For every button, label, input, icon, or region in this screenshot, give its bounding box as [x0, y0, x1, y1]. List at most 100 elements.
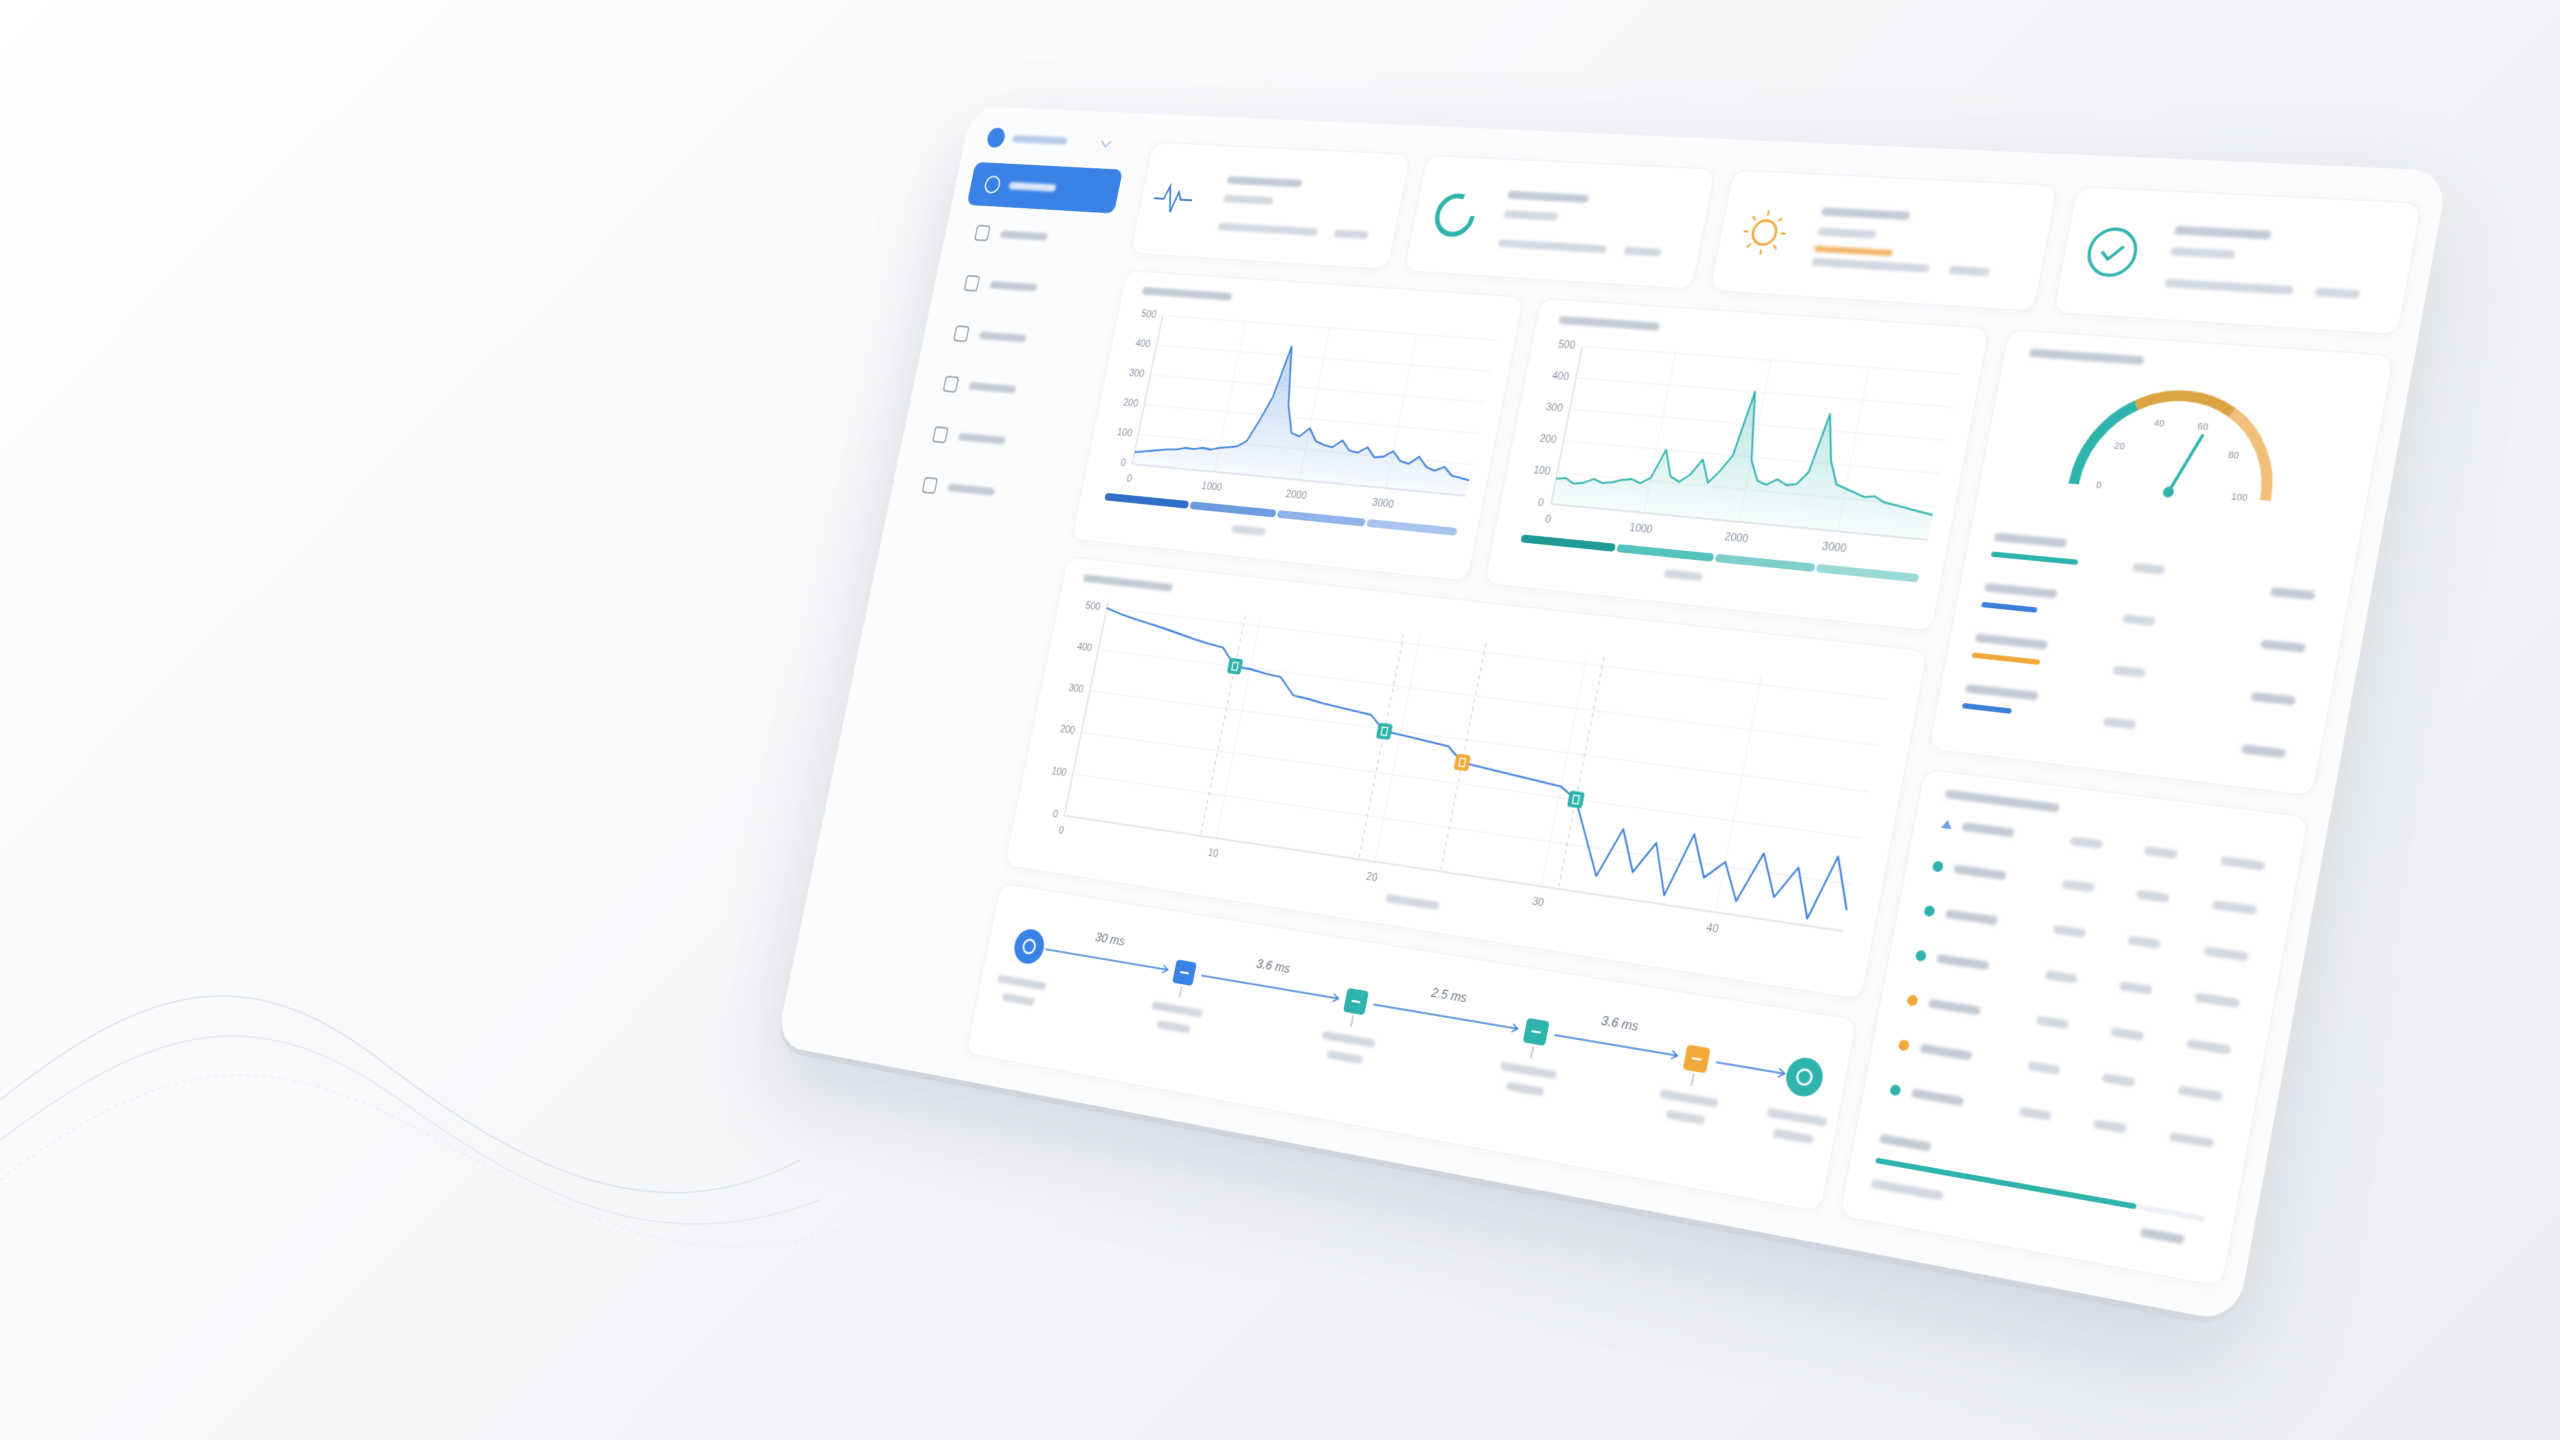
event-marker [1566, 790, 1585, 809]
progress-segment [1366, 518, 1458, 536]
y-tick-label: 400 [1551, 369, 1570, 383]
y-tick-label: 200 [1059, 723, 1076, 737]
event-marker [1226, 657, 1244, 675]
dashboard: 0 100 200 300 400 500 0 1000 2000 3000 0 100 200 300… [775, 106, 2449, 1323]
chart-svg: 0 100 200 300 400 500 0 10 20 30 40 [1051, 557, 1927, 935]
status-dot [1889, 1083, 1902, 1097]
grid-line [1541, 655, 1587, 886]
segment-label: 2.5 ms [1429, 987, 1468, 1007]
blurred-text [1817, 227, 1877, 239]
y-tick-label: 300 [1128, 366, 1145, 379]
progress-bar [1981, 601, 2038, 613]
nav-icon[interactable] [954, 326, 969, 341]
nav-icon[interactable] [933, 427, 948, 443]
sun-icon [1751, 220, 1778, 245]
node-stem [1351, 1015, 1353, 1027]
progress-segment [1189, 501, 1277, 518]
y-tick-label: 500 [1085, 599, 1102, 613]
timeline-node [1782, 1055, 1826, 1100]
grid-line [1090, 691, 1870, 792]
x-tick-label: 3000 [1371, 496, 1395, 510]
gauge-tick-label: 20 [2113, 440, 2126, 452]
timeline-node [1011, 927, 1048, 966]
gauge-needle [2168, 432, 2203, 494]
progress-segment [1714, 553, 1816, 572]
grid-line [1081, 732, 1860, 838]
kpi-card [1129, 141, 1412, 271]
y-tick-label: 300 [1545, 400, 1564, 414]
progress-segment [1815, 563, 1920, 583]
blurred-text [1811, 257, 1931, 273]
blurred-text [1821, 207, 1911, 221]
chart-svg [1875, 819, 2205, 1222]
y-tick-label: 400 [1134, 337, 1151, 350]
gauge-arc [2217, 413, 2282, 501]
sun-ray [1778, 218, 1782, 222]
progress-bar [1875, 1157, 2137, 1210]
grid-line [1098, 649, 1878, 745]
segment-label: 3.6 ms [1255, 958, 1291, 977]
progress-segment [1616, 543, 1715, 562]
chart-svg: 30 ms 3.6 ms 2.5 ms 3.6 ms [1011, 927, 1826, 1100]
axis-line [1064, 600, 1108, 816]
y-tick-label: 300 [1068, 681, 1085, 695]
gauge-hub [2162, 486, 2175, 498]
x-tick-label: 3000 [1821, 539, 1848, 554]
y-tick-label: 0 [1052, 807, 1060, 820]
blurred-text [1226, 176, 1303, 188]
chart-svg: 0 100 200 300 400 500 0 1000 2000 3000 [1520, 337, 1989, 583]
y-tick-label: 0 [1537, 496, 1545, 509]
nav-icon[interactable] [975, 225, 990, 240]
gauge-tick-label: 40 [2153, 417, 2166, 429]
check-icon [2085, 228, 2139, 277]
pulse-icon [1151, 185, 1194, 213]
blurred-text [2314, 287, 2361, 299]
y-tick-label: 0 [1120, 456, 1128, 468]
blurred-text [1503, 210, 1559, 221]
marker-line [1359, 634, 1404, 859]
status-dot [1931, 860, 1945, 873]
segment-label: 30 ms [1094, 932, 1126, 950]
bg-waves [0, 995, 841, 1248]
node-stem [1179, 986, 1181, 998]
gauge-arc [2074, 402, 2137, 488]
nav-icon[interactable] [964, 276, 979, 291]
gauge-card: 0 20 40 60 80 100 [1927, 329, 2395, 797]
y-tick-label: 400 [1076, 640, 1093, 654]
x-tick-label: 0 [1126, 472, 1134, 484]
x-tick-label: 1000 [1628, 521, 1653, 536]
progress-segment [1104, 492, 1190, 509]
sun-ray [1773, 245, 1777, 249]
blurred-text [1623, 246, 1662, 257]
chart-svg: 0 100 200 300 400 500 0 1000 2000 3000 [1104, 307, 1523, 536]
ring-icon [1434, 195, 1477, 235]
timeline-card: 30 ms 3.6 ms 2.5 ms 3.6 ms [965, 882, 1858, 1213]
blurred-text [1813, 245, 1893, 257]
blurred-text [2163, 278, 2295, 295]
x-tick-label: 2000 [1285, 487, 1308, 501]
timeline-link [1374, 1005, 1518, 1029]
sun-ray [1747, 244, 1751, 248]
status-dot [1906, 994, 1919, 1007]
grid-line [1582, 346, 1959, 374]
x-tick-label: 20 [1365, 870, 1378, 884]
progress-bar [1961, 702, 2013, 714]
x-tick-label: 1000 [1201, 479, 1224, 493]
blurred-text [1222, 194, 1274, 205]
y-tick-label: 100 [1051, 764, 1068, 778]
gauge-tick-label: 60 [2196, 421, 2209, 433]
chart-card: 0 100 200 300 400 500 0 10 20 30 40 [1003, 556, 1929, 1001]
blurred-text [1497, 239, 1607, 254]
blurred-text [1217, 222, 1319, 236]
sun-ray [1768, 211, 1769, 216]
grid-line [1716, 675, 1762, 912]
blurred-text [1948, 265, 1991, 277]
kpi-icon [2054, 187, 2171, 318]
blurred-text [1333, 229, 1369, 239]
x-tick-label: 40 [1705, 920, 1720, 935]
nav-icon[interactable] [943, 376, 958, 391]
sun-ray [1752, 216, 1756, 220]
nav-icon[interactable] [922, 478, 937, 494]
table-card [1838, 768, 2310, 1288]
